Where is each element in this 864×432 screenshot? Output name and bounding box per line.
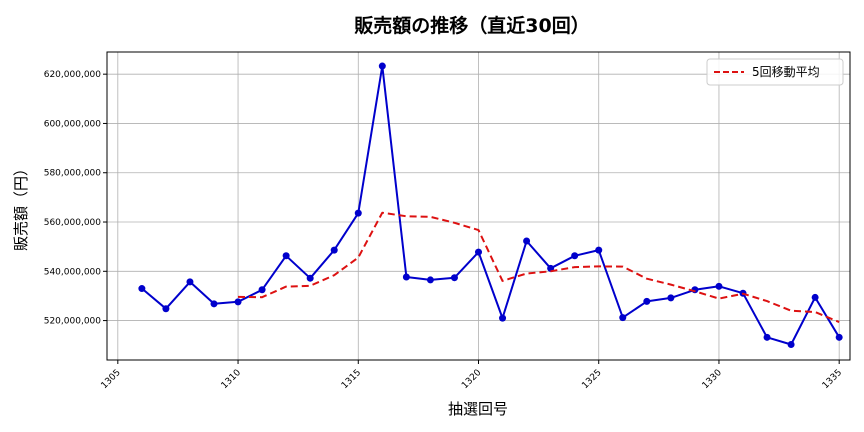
grid	[107, 52, 850, 360]
series-layer	[138, 62, 843, 348]
legend: 5回移動平均	[706, 58, 844, 86]
y-tick-label: 620,000,000	[44, 70, 102, 80]
y-tick-label: 540,000,000	[44, 267, 102, 277]
sales-point	[499, 314, 507, 322]
y-axis-title: 販売額（円）	[12, 161, 30, 251]
sales-point	[402, 273, 410, 281]
sales-point	[234, 298, 242, 306]
sales-point	[619, 314, 627, 322]
sales-point	[571, 252, 579, 260]
y-tick-label: 520,000,000	[44, 317, 102, 327]
sales-point	[715, 282, 723, 290]
y-tick-label: 600,000,000	[44, 119, 102, 129]
moving-average-line	[237, 211, 840, 324]
sales-point	[354, 209, 362, 217]
sales-point	[595, 246, 603, 254]
y-axis: 520,000,000 540,000,000 560,000,000 580,000…	[44, 70, 107, 327]
sales-point	[643, 297, 651, 305]
sales-point	[186, 278, 194, 286]
sales-point	[282, 252, 290, 260]
sales-point	[210, 300, 218, 308]
sales-point	[763, 333, 771, 341]
sales-point	[835, 333, 843, 341]
sales-point	[330, 246, 338, 254]
sales-point	[306, 274, 314, 282]
sales-point	[450, 274, 458, 282]
chart-title: 販売額の推移（直近30回）	[354, 14, 589, 37]
x-axis-title: 抽選回号	[448, 400, 508, 418]
sales-point	[258, 286, 266, 294]
sales-line	[141, 65, 841, 346]
sales-point	[811, 293, 819, 301]
y-tick-label: 580,000,000	[44, 169, 102, 179]
sales-point	[426, 276, 434, 284]
sales-point	[162, 305, 170, 313]
legend-label-moving-average: 5回移動平均	[752, 65, 820, 79]
sales-point	[523, 237, 531, 245]
sales-point	[378, 62, 386, 70]
legend-box	[706, 58, 844, 86]
sales-point	[667, 294, 675, 302]
y-tick-label: 560,000,000	[44, 218, 102, 228]
sales-point	[787, 340, 795, 348]
sales-point	[138, 285, 146, 293]
sales-point	[475, 248, 482, 256]
